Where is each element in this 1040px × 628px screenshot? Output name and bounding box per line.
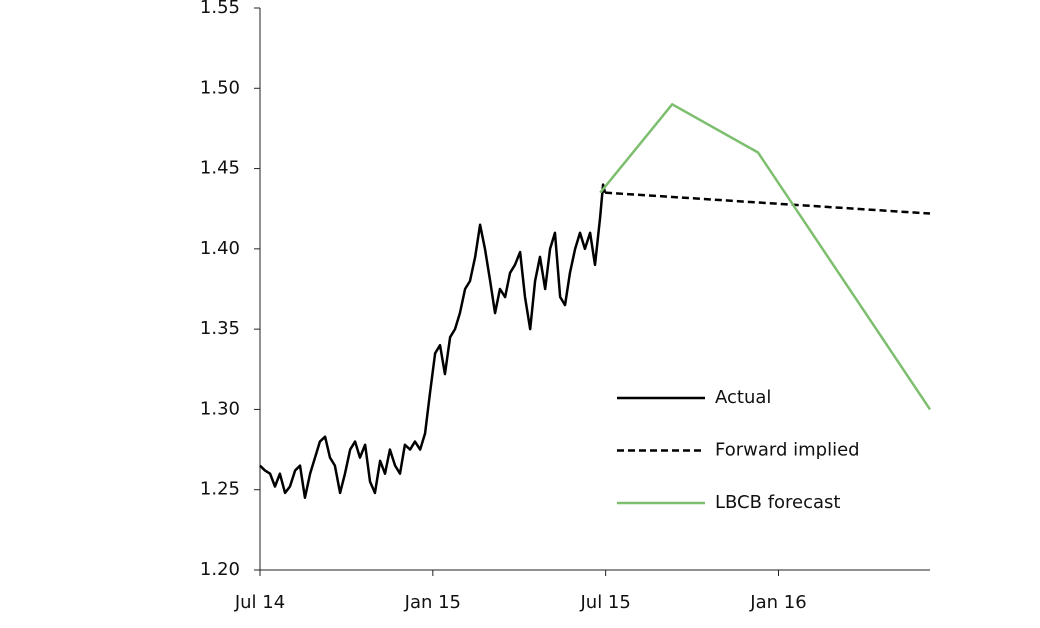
y-tick-label: 1.45 xyxy=(200,158,240,179)
y-tick-label: 1.50 xyxy=(200,77,240,98)
legend-label: LBCB forecast xyxy=(715,492,841,513)
series-line xyxy=(599,103,932,411)
x-tick-label: Jul 14 xyxy=(234,592,285,613)
x-tick-label: Jan 15 xyxy=(404,592,461,613)
series-line xyxy=(605,191,931,215)
y-tick-label: 1.55 xyxy=(200,0,240,18)
y-tick-label: 1.30 xyxy=(200,398,240,419)
y-tick-label: 1.40 xyxy=(200,238,240,259)
x-tick-label: Jul 15 xyxy=(579,592,630,613)
y-tick-label: 1.20 xyxy=(200,559,240,580)
y-tick-label: 1.35 xyxy=(200,318,240,339)
x-tick-label: Jan 16 xyxy=(749,592,806,613)
y-tick-label: 1.25 xyxy=(200,479,240,500)
series-line xyxy=(259,183,607,499)
legend-label: Actual xyxy=(715,387,771,408)
legend-label: Forward implied xyxy=(715,440,860,461)
